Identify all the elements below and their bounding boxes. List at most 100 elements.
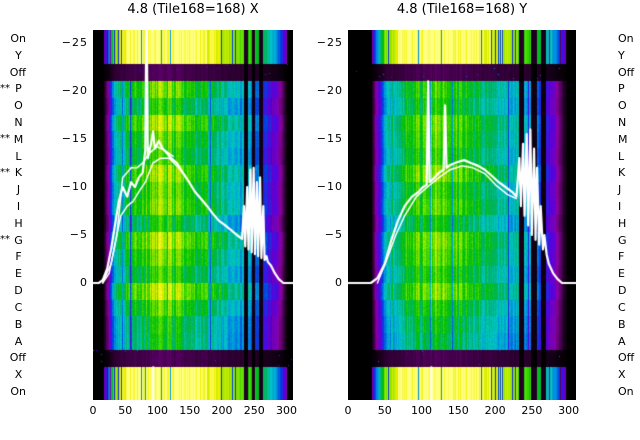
row-label: Off xyxy=(618,65,635,79)
gutter-row: Y xyxy=(0,47,26,64)
y-tick-label: −20 xyxy=(61,84,88,97)
row-label: K xyxy=(14,166,23,180)
gutter-row: B xyxy=(618,316,640,333)
gutter-row: On xyxy=(618,30,640,47)
right-panel-x-axis-labels: 0 50 100 150 200 250 300 xyxy=(345,404,580,420)
row-label: F xyxy=(618,250,625,264)
gutter-row: E xyxy=(0,265,26,282)
gutter-row: I xyxy=(0,198,26,215)
star-marker: ** xyxy=(0,133,10,145)
heatmap-panel-x xyxy=(93,30,293,400)
row-label: I xyxy=(16,200,21,214)
row-label: E xyxy=(618,267,625,281)
gutter-row: On xyxy=(0,383,26,400)
gutter-row: K xyxy=(618,165,640,182)
x-tick-label: 150 xyxy=(447,404,469,417)
gutter-row: ** K xyxy=(0,165,26,182)
row-label: P xyxy=(618,82,625,96)
row-label: On xyxy=(10,384,26,398)
row-label: A xyxy=(14,334,23,348)
x-tick-label: 50 xyxy=(118,404,133,417)
star-marker: ** xyxy=(0,234,10,246)
row-label: A xyxy=(618,334,626,348)
gutter-row: H xyxy=(618,215,640,232)
gutter-row: O xyxy=(0,97,26,114)
x-tick-label: 300 xyxy=(558,404,580,417)
star-marker: ** xyxy=(0,82,10,94)
row-label: Off xyxy=(9,351,26,365)
row-label: Off xyxy=(9,65,26,79)
x-tick-label: 50 xyxy=(377,404,392,417)
row-label: N xyxy=(618,115,627,129)
gutter-row: Off xyxy=(618,64,640,81)
gutter-row: F xyxy=(618,249,640,266)
gutter-row: M xyxy=(618,131,640,148)
row-label: K xyxy=(618,166,626,180)
gutter-row: J xyxy=(618,181,640,198)
left-panel-x-axis-labels: 0 50 100 150 200 250 300 xyxy=(90,404,298,420)
right-row-label-gutter: On Y Off P O N M L K J I H G F E D C B A Off X On xyxy=(614,30,640,400)
gutter-row: L xyxy=(618,148,640,165)
y-tick-label: −10 xyxy=(61,180,88,193)
gutter-row: B xyxy=(0,316,26,333)
gutter-row: A xyxy=(618,333,640,350)
row-label: H xyxy=(14,216,23,230)
row-label: N xyxy=(14,115,23,129)
gutter-row: P xyxy=(618,80,640,97)
y-tick-label: −20 xyxy=(316,84,343,97)
y-tick-label: −15 xyxy=(316,132,343,145)
row-label: J xyxy=(16,183,21,197)
right-panel-title: 4.8 (Tile168=168) Y xyxy=(396,2,528,17)
x-tick-label: 100 xyxy=(147,404,169,417)
x-tick-label: 0 xyxy=(89,404,97,417)
left-row-label-gutter: On Y Off ** P O N ** M L ** K J I H ** G F E D C B A Off X On xyxy=(0,30,26,400)
x-tick-label: 300 xyxy=(276,404,298,417)
gutter-row: D xyxy=(0,282,26,299)
row-label: H xyxy=(618,216,627,230)
gutter-row: D xyxy=(618,282,640,299)
right-panel-y-axis-labels: −25 −20 −15 −10 −5 0 xyxy=(303,30,343,400)
gutter-row: Off xyxy=(0,349,26,366)
row-label: F xyxy=(15,250,22,264)
row-label: L xyxy=(618,149,625,163)
row-label: D xyxy=(618,284,627,298)
gutter-row: N xyxy=(0,114,26,131)
gutter-row: Off xyxy=(618,349,640,366)
gutter-row: G xyxy=(618,232,640,249)
left-panel-title: 4.8 (Tile168=168) X xyxy=(127,2,259,17)
row-label: C xyxy=(618,300,626,314)
y-tick-label: −25 xyxy=(61,36,88,49)
row-label: O xyxy=(618,99,627,113)
y-tick-label: −5 xyxy=(69,228,88,241)
row-label: Y xyxy=(618,48,625,62)
gutter-row: Off xyxy=(0,64,26,81)
left-panel-y-axis-labels: −25 −20 −15 −10 −5 0 xyxy=(48,30,88,400)
gutter-row: X xyxy=(618,366,640,383)
gutter-row: A xyxy=(0,333,26,350)
gutter-row: N xyxy=(618,114,640,131)
row-label: X xyxy=(14,368,23,382)
gutter-row: On xyxy=(0,30,26,47)
row-label: G xyxy=(618,233,627,247)
row-label: O xyxy=(14,99,23,113)
gutter-row: On xyxy=(618,383,640,400)
x-tick-label: 100 xyxy=(411,404,433,417)
x-tick-label: 250 xyxy=(521,404,543,417)
row-label: Off xyxy=(618,351,635,365)
row-label: G xyxy=(14,233,23,247)
x-tick-label: 150 xyxy=(179,404,201,417)
gutter-row: O xyxy=(618,97,640,114)
x-tick-label: 250 xyxy=(243,404,265,417)
row-label: C xyxy=(14,300,23,314)
y-tick-label: −15 xyxy=(61,132,88,145)
y-tick-label: 0 xyxy=(80,276,88,289)
row-label: On xyxy=(618,31,634,45)
gutter-row: ** G xyxy=(0,232,26,249)
gutter-row: Y xyxy=(618,47,640,64)
gutter-row: H xyxy=(0,215,26,232)
row-label: I xyxy=(618,200,622,214)
y-tick-label: −25 xyxy=(316,36,343,49)
y-tick-label: −10 xyxy=(316,180,343,193)
row-label: L xyxy=(15,149,22,163)
